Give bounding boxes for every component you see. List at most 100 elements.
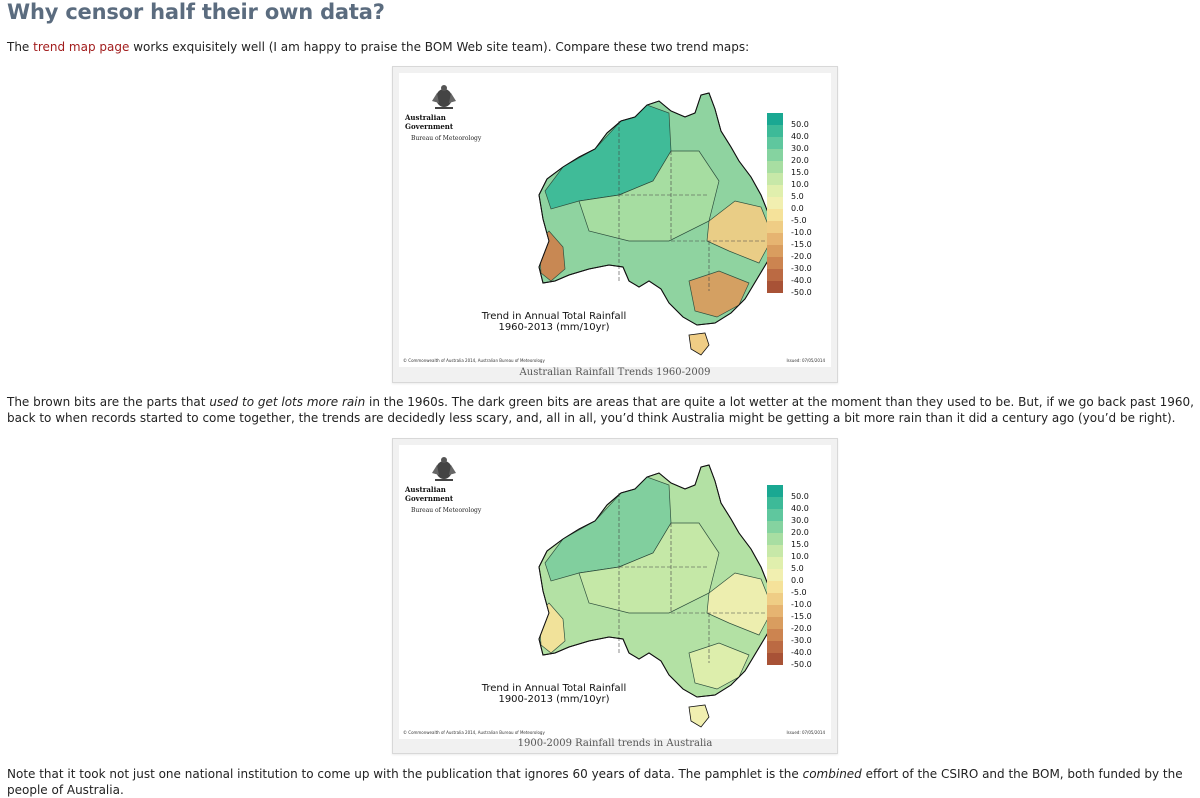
scale-swatch bbox=[767, 281, 783, 293]
scale-label: -30.0 bbox=[791, 636, 812, 645]
scale-label: 50.0 bbox=[791, 120, 809, 129]
figure-map-1960: Australian Government Bureau of Meteorol… bbox=[392, 66, 838, 383]
closing-paragraph: Note that it took not just one national … bbox=[7, 766, 1200, 798]
scale-swatch bbox=[767, 557, 783, 569]
page-heading: Why censor half their own data? bbox=[7, 0, 385, 24]
scale-label: 0.0 bbox=[791, 576, 804, 585]
map-title: Trend in Annual Total Rainfall 1900-2013… bbox=[469, 683, 639, 705]
figure-map-1900: Australian Government Bureau of Meteorol… bbox=[392, 438, 838, 754]
map-panel-1900: Australian Government Bureau of Meteorol… bbox=[399, 445, 831, 739]
scale-swatch bbox=[767, 245, 783, 257]
trend-region-central-green bbox=[578, 522, 720, 614]
scale-label: 30.0 bbox=[791, 516, 809, 525]
scale-swatch bbox=[767, 521, 783, 533]
scale-swatch bbox=[767, 197, 783, 209]
figure-caption-1900: 1900-2009 Rainfall trends in Australia bbox=[517, 738, 713, 749]
scale-swatch bbox=[767, 209, 783, 221]
closing-text: Note that it took not just one national … bbox=[7, 767, 803, 781]
scale-swatch bbox=[767, 629, 783, 641]
map-title-line2: 1960-2013 (mm/10yr) bbox=[498, 322, 610, 333]
scale-label: -10.0 bbox=[791, 600, 812, 609]
government-label: Australian Government bbox=[405, 485, 454, 503]
scale-label: -40.0 bbox=[791, 276, 812, 285]
scale-swatch bbox=[767, 641, 783, 653]
scale-label: -20.0 bbox=[791, 624, 812, 633]
scale-label: 50.0 bbox=[791, 492, 809, 501]
tasmania bbox=[688, 332, 710, 356]
intro-text-end: works exquisitely well (I am happy to pr… bbox=[129, 40, 750, 54]
scale-swatch bbox=[767, 221, 783, 233]
copyright-notice: © Commonwealth of Australia 2014, Austra… bbox=[403, 730, 545, 735]
bureau-label: Bureau of Meteorology bbox=[411, 507, 482, 514]
trend-region-east-dry bbox=[706, 572, 774, 636]
australia-coastline bbox=[538, 464, 776, 698]
scale-label: 0.0 bbox=[791, 204, 804, 213]
scale-label: 15.0 bbox=[791, 168, 809, 177]
scale-swatch bbox=[767, 605, 783, 617]
scale-swatch bbox=[767, 509, 783, 521]
scale-swatch bbox=[767, 233, 783, 245]
scale-label: 40.0 bbox=[791, 132, 809, 141]
scale-swatch bbox=[767, 593, 783, 605]
scale-label: -50.0 bbox=[791, 660, 812, 669]
trend-region-east-dry bbox=[706, 200, 774, 264]
scale-label: 5.0 bbox=[791, 192, 804, 201]
scale-swatch bbox=[767, 533, 783, 545]
australia-trend-map-1900 bbox=[538, 464, 776, 728]
australia-trend-map-1960 bbox=[538, 92, 776, 356]
scale-swatch bbox=[767, 125, 783, 137]
copyright-notice: © Commonwealth of Australia 2014, Austra… bbox=[403, 358, 545, 363]
scale-label: -5.0 bbox=[791, 588, 807, 597]
issued-date: Issued: 07/05/2014 bbox=[786, 730, 825, 735]
scale-label: 5.0 bbox=[791, 564, 804, 573]
map-title: Trend in Annual Total Rainfall 1960-2013… bbox=[469, 311, 639, 333]
scale-swatch bbox=[767, 545, 783, 557]
scale-swatch bbox=[767, 161, 783, 173]
coat-of-arms-icon bbox=[432, 85, 456, 109]
trend-region-central-green bbox=[578, 150, 720, 242]
scale-swatch bbox=[767, 653, 783, 665]
map-title-line1: Trend in Annual Total Rainfall bbox=[481, 683, 627, 694]
scale-swatch bbox=[767, 617, 783, 629]
scale-label: 20.0 bbox=[791, 528, 809, 537]
scale-swatch bbox=[767, 137, 783, 149]
explanation-paragraph: The brown bits are the parts that used t… bbox=[7, 394, 1197, 426]
state-border bbox=[618, 121, 769, 291]
figure-caption-1960: Australian Rainfall Trends 1960-2009 bbox=[519, 367, 711, 378]
scale-label: -20.0 bbox=[791, 252, 812, 261]
tasmania bbox=[688, 704, 710, 728]
scale-label: 10.0 bbox=[791, 180, 809, 189]
scale-swatch bbox=[767, 149, 783, 161]
government-label: Australian Government bbox=[405, 113, 454, 131]
trend-map-page-link[interactable]: trend map page bbox=[33, 40, 130, 54]
state-border bbox=[618, 493, 769, 663]
coat-of-arms-icon bbox=[432, 457, 456, 481]
scale-swatch bbox=[767, 485, 783, 497]
explanation-emphasis: used to get lots more rain bbox=[209, 395, 366, 409]
explanation-text: The brown bits are the parts that bbox=[7, 395, 210, 409]
scale-swatch bbox=[767, 497, 783, 509]
scale-swatch bbox=[767, 269, 783, 281]
scale-swatch bbox=[767, 581, 783, 593]
intro-text: The bbox=[7, 40, 34, 54]
map-title-line1: Trend in Annual Total Rainfall bbox=[481, 311, 627, 322]
scale-label: -10.0 bbox=[791, 228, 812, 237]
scale-label: 15.0 bbox=[791, 540, 809, 549]
map-title-line2: 1900-2013 (mm/10yr) bbox=[498, 694, 610, 705]
scale-label: -30.0 bbox=[791, 264, 812, 273]
explanation-text-end: in the 1960s. The dark green bits are ar… bbox=[7, 395, 1194, 425]
scale-swatch bbox=[767, 257, 783, 269]
map-panel-1960: Australian Government Bureau of Meteorol… bbox=[399, 73, 831, 367]
scale-label: -50.0 bbox=[791, 288, 812, 297]
scale-label: -15.0 bbox=[791, 612, 812, 621]
scale-swatch bbox=[767, 185, 783, 197]
issued-date: Issued: 07/05/2014 bbox=[786, 358, 825, 363]
bureau-label: Bureau of Meteorology bbox=[411, 135, 482, 142]
closing-emphasis: combined bbox=[802, 767, 862, 781]
government-branding: Australian Government Bureau of Meteorol… bbox=[405, 113, 495, 142]
scale-swatch bbox=[767, 569, 783, 581]
scale-swatch bbox=[767, 113, 783, 125]
intro-paragraph: The trend map page works exquisitely wel… bbox=[7, 39, 749, 55]
scale-label: 20.0 bbox=[791, 156, 809, 165]
scale-label: 30.0 bbox=[791, 144, 809, 153]
